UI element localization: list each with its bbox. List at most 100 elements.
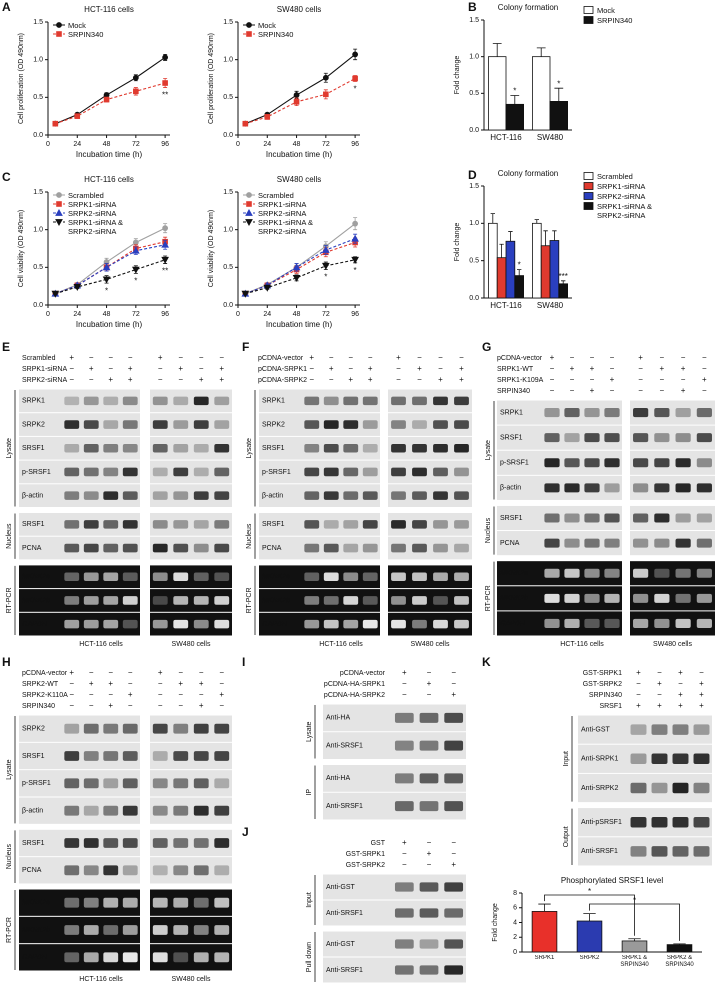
treatment-sign: + (681, 386, 686, 395)
blot-band (64, 520, 80, 529)
blot-band (304, 467, 320, 477)
chart-title: Colony formation (498, 3, 558, 12)
blot-band (564, 513, 580, 523)
group-label: RT-PCR (6, 917, 13, 943)
blot-band (544, 433, 560, 443)
x-tick-label-box: SRPK1 & SRPIN340 (620, 955, 648, 968)
blot-band (696, 513, 712, 523)
series-line (55, 241, 166, 295)
blot-band (122, 491, 138, 500)
data-point (293, 92, 300, 98)
row-label: SRPK2 (262, 421, 285, 428)
error-bar (561, 280, 566, 284)
blot-band (444, 740, 464, 751)
blot-band (412, 443, 427, 453)
blot-band (152, 443, 168, 453)
treatment-sign: + (219, 375, 224, 384)
treatment-sign: − (309, 364, 314, 373)
legend-label-box: Scrambled (258, 191, 294, 200)
treatment-label: SRPK2-K110A (22, 692, 68, 699)
annotation: * (513, 87, 516, 96)
y-tick-label: 0.0 (223, 132, 233, 139)
blot-band (633, 458, 649, 468)
blot-band (152, 520, 168, 529)
blot-band (323, 596, 339, 605)
blot-background (388, 436, 472, 460)
treatment-sign: − (309, 375, 314, 384)
blot-band (173, 420, 189, 429)
blot-band (651, 724, 668, 735)
blot-band (584, 618, 600, 628)
row-label: SRSF1 (500, 435, 523, 442)
blot-band (193, 596, 209, 605)
blot-band (564, 593, 580, 603)
blot-band (103, 897, 119, 908)
data-point (162, 80, 168, 86)
data-point (321, 245, 330, 253)
blot-band (584, 458, 600, 468)
legend-label-box: SRPK1-siRNA (597, 182, 645, 191)
chart-title: HCT-116 cells (84, 175, 134, 184)
blot-band (122, 467, 138, 477)
blot-band (654, 513, 670, 523)
x-tick-label: SW480 (537, 133, 564, 142)
blot-band (193, 751, 209, 761)
blot-band (343, 596, 359, 605)
row-label: Anti-HA (326, 715, 350, 722)
blot-band (214, 491, 230, 500)
blot-band (564, 538, 580, 548)
row-label: GAPDH (262, 621, 288, 628)
y-tick-label: 1.0 (223, 227, 233, 234)
treatment-label: pCDNA-vector (497, 355, 543, 362)
blot-band (391, 396, 406, 406)
treatment-sign: − (128, 679, 133, 688)
treatment-label: pCDNA-vector (22, 670, 68, 677)
treatment-sign: − (178, 375, 183, 384)
blot-background (259, 460, 380, 484)
blot-band (362, 396, 378, 406)
blot-band (454, 619, 469, 629)
blot-band (64, 467, 80, 477)
blot-band (152, 805, 168, 816)
blot-background (388, 413, 472, 436)
blot-band (193, 572, 209, 582)
blot-band (696, 408, 712, 418)
blot-band (173, 897, 189, 908)
blot-background (150, 857, 232, 884)
blot-band (214, 543, 230, 553)
blot-band (122, 897, 138, 908)
blot-background (578, 744, 712, 773)
blot-band (323, 491, 339, 500)
bar (576, 920, 603, 953)
blot-band (633, 618, 649, 628)
blot-band (672, 846, 689, 857)
treatment-sign: − (681, 375, 686, 384)
blot-band (544, 513, 560, 523)
treatment-sign: + (657, 679, 662, 688)
bar (487, 56, 507, 131)
blot-band (173, 751, 189, 761)
series-line (245, 259, 356, 295)
blot-band (193, 443, 209, 453)
data-point (132, 74, 139, 81)
blot-band (122, 619, 138, 629)
treatment-sign: − (590, 353, 595, 362)
treatment-sign: + (158, 668, 163, 677)
blot-band (103, 838, 119, 848)
data-point (102, 276, 111, 284)
blot-band (214, 925, 230, 935)
treatment-sign: − (199, 353, 204, 362)
blot-band (675, 433, 691, 443)
blot-background (19, 857, 140, 884)
y-tick-label: 1.0 (33, 227, 43, 234)
blot-band (693, 846, 710, 857)
treatment-sign: − (570, 386, 575, 395)
treatment-sign: − (329, 353, 334, 362)
blot-band (672, 782, 689, 794)
x-tick-label: 96 (351, 141, 359, 148)
blot-background (259, 389, 380, 413)
legend-label-box: SRPIN340 (597, 16, 632, 25)
legend-marker (246, 192, 252, 198)
row-label: SRSF1 (500, 515, 523, 522)
blot-background (19, 944, 140, 971)
